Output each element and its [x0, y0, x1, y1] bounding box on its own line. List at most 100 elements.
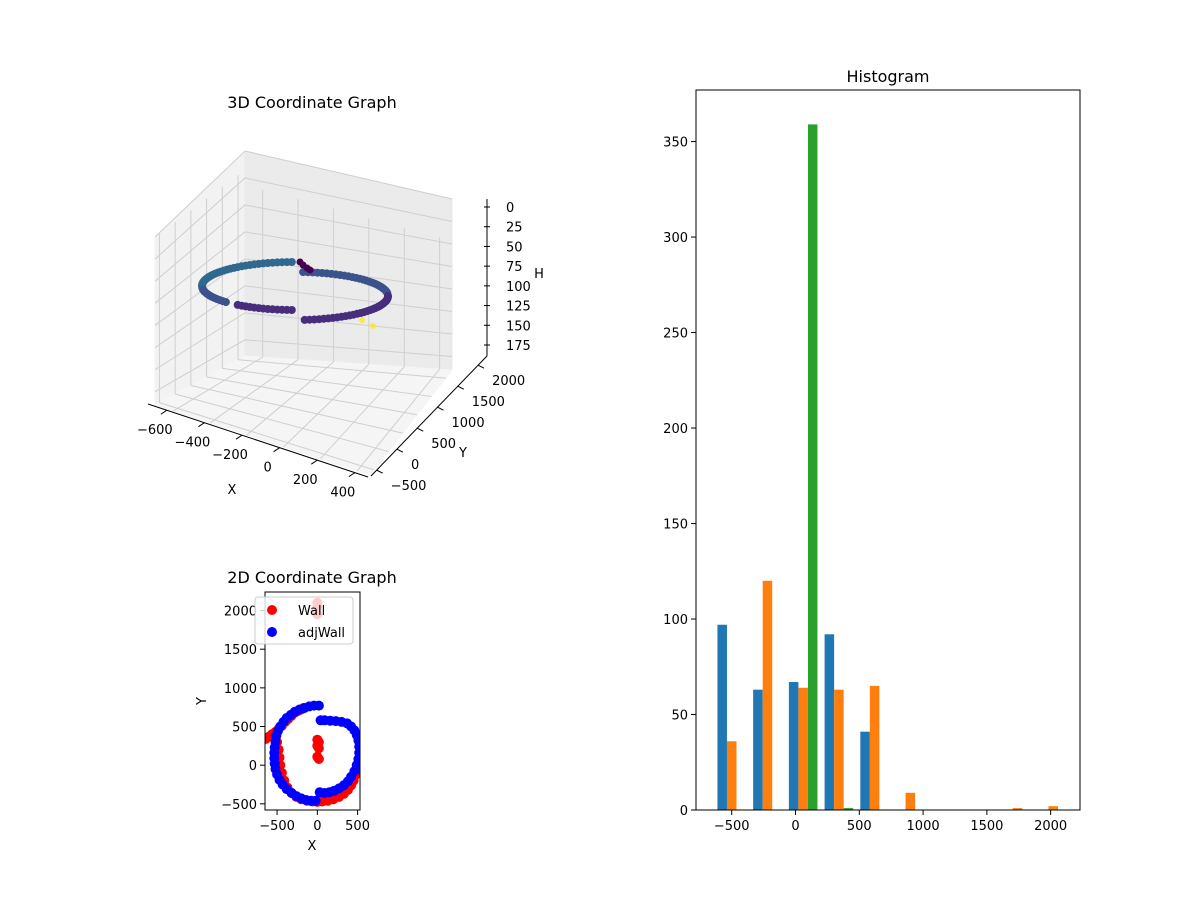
tick-3d-y-1 [396, 448, 404, 453]
axis-3d-x [147, 403, 369, 478]
bar-series0-bin4 [860, 731, 870, 810]
bar-series1-bin4 [869, 685, 880, 810]
point-3d-87 [300, 315, 309, 324]
tick-label-2d-y-0: −500 [221, 798, 257, 813]
grid-y-floor-3 [206, 376, 418, 416]
bar-series2-bin3 [843, 808, 854, 810]
tick-label-3d-y-2: 500 [431, 437, 456, 452]
grid-x-floor-1 [209, 359, 299, 424]
grid-x-floor-5 [356, 368, 441, 472]
axes-3d: −600−400−200 0 200 400 −500 0 500 1000 1500 2000 0… [137, 199, 531, 501]
chart-2d-legend: Wall adjWall [254, 596, 354, 645]
tick-label-hist-x-2: 500 [847, 819, 872, 834]
tick-3d-y-5 [477, 364, 485, 369]
legend-marker-adjwall [267, 627, 277, 637]
chart-3d-zlabel: H [534, 267, 544, 282]
tick-label-hist-y-5: 250 [663, 327, 688, 342]
tick-3d-y-3 [437, 406, 444, 411]
tick-3d-x-0 [160, 409, 168, 415]
chart-3d-title: 3D Coordinate Graph [227, 93, 396, 112]
tick-label-3d-y-5: 2000 [492, 374, 525, 389]
tick-label-3d-z-5: 125 [506, 300, 531, 315]
grid-x-floor-2 [246, 361, 334, 436]
tick-label-3d-x-1: −400 [175, 436, 211, 451]
tick-label-2d-y-3: 1000 [224, 682, 257, 697]
chart-2d-frame [264, 591, 361, 811]
tick-3d-x-5 [348, 472, 356, 478]
chart-2d-xlabel: X [308, 839, 317, 854]
tick-3d-y-0 [376, 469, 383, 474]
grid-y-floor-1 [175, 393, 389, 452]
tick-label-hist-y-1: 50 [671, 709, 688, 724]
bar-series0-bin0 [717, 624, 727, 810]
tick-label-hist-x-4: 1500 [970, 819, 1003, 834]
tick-label-hist-y-6: 300 [663, 231, 688, 246]
grid-y-floor-0 [159, 402, 375, 471]
tick-label-hist-y-3: 150 [663, 518, 688, 533]
tick-3d-x-2 [235, 434, 243, 440]
tick-label-2d-x-2: 500 [345, 819, 370, 834]
ticks-2d: −500 0 500 −500 0 500 1000 1500 2000 [221, 605, 370, 834]
grid-z-4 [154, 258, 453, 326]
chart-3d: 3D Coordinate Graph −600−400−2000200400−… [137, 93, 544, 501]
tick-label-3d-y-4: 1500 [472, 395, 505, 410]
tick-label-3d-x-5: 400 [330, 486, 355, 501]
tick-label-3d-y-0: −500 [391, 479, 427, 494]
legend-label-wall: Wall [298, 604, 325, 619]
grid-x-floor-0 [173, 356, 263, 412]
tick-label-hist-x-3: 1000 [907, 819, 940, 834]
grid-x-floor-3 [283, 364, 370, 448]
tick-3d-y-4 [457, 385, 465, 390]
points-2d [265, 597, 360, 807]
legend-marker-wall [267, 605, 277, 615]
chart-3d-xlabel: X [228, 483, 237, 498]
bar-series1-bin1 [762, 580, 773, 810]
tick-label-3d-z-1: 25 [506, 221, 523, 236]
tick-label-hist-y-0: 0 [680, 804, 688, 819]
point-3d-118 [370, 323, 376, 329]
tick-label-3d-x-4: 200 [293, 473, 318, 488]
bar-series1-bin8 [1012, 808, 1023, 810]
tick-label-2d-y-4: 1500 [224, 643, 257, 658]
chart-2d-ylabel: Y [195, 697, 210, 706]
point-2d-wall-40 [313, 743, 324, 754]
point-2d-adjwall-27 [310, 795, 321, 806]
tick-label-3d-z-7: 175 [506, 339, 531, 354]
tick-3d-x-3 [273, 447, 280, 453]
tick-label-2d-y-2: 500 [232, 721, 257, 736]
histogram-ticks: −500 0 500 1000 1500 2000 0 50 100 150 200 250 300 35… [663, 136, 1067, 834]
point-2d-wall-42 [313, 754, 324, 764]
chart-histogram: Histogram −500 0 500 1000 1500 2000 0 50 100 150 2… [663, 67, 1081, 834]
tick-label-3d-z-4: 100 [506, 280, 531, 295]
bar-series1-bin0 [726, 741, 737, 810]
bar-series2-bin2 [807, 124, 818, 810]
points-3d [198, 258, 392, 329]
legend-box [254, 596, 354, 645]
tick-label-hist-x-5: 2000 [1034, 819, 1067, 834]
tick-label-hist-y-7: 350 [663, 136, 688, 151]
tick-label-3d-y-3: 1000 [452, 416, 485, 431]
grid-y-floor-4 [222, 367, 432, 397]
chart-2d-title: 2D Coordinate Graph [227, 568, 396, 587]
tick-label-3d-y-1: 0 [411, 458, 419, 473]
grid-z-6 [154, 312, 453, 371]
tick-label-hist-x-0: −500 [714, 819, 750, 834]
bar-series1-bin2 [798, 687, 808, 810]
point-3d-112 [199, 285, 208, 294]
bar-series1-bin5 [905, 792, 916, 810]
histogram-frame [695, 89, 1081, 811]
grid-3d [154, 150, 453, 472]
tick-3d-x-1 [198, 422, 205, 428]
grid-y-floor-5 [238, 359, 446, 379]
tick-label-3d-x-2: −200 [212, 448, 248, 463]
tick-label-hist-y-4: 200 [663, 422, 688, 437]
histogram-title: Histogram [847, 67, 930, 86]
axis-3d-y [370, 355, 488, 477]
grid-x-floor-4 [320, 366, 405, 460]
tick-label-3d-z-6: 150 [506, 319, 531, 334]
grid-z-3 [154, 231, 453, 304]
tick-label-3d-z-3: 75 [506, 260, 523, 275]
legend-label-adjwall: adjWall [298, 626, 345, 641]
